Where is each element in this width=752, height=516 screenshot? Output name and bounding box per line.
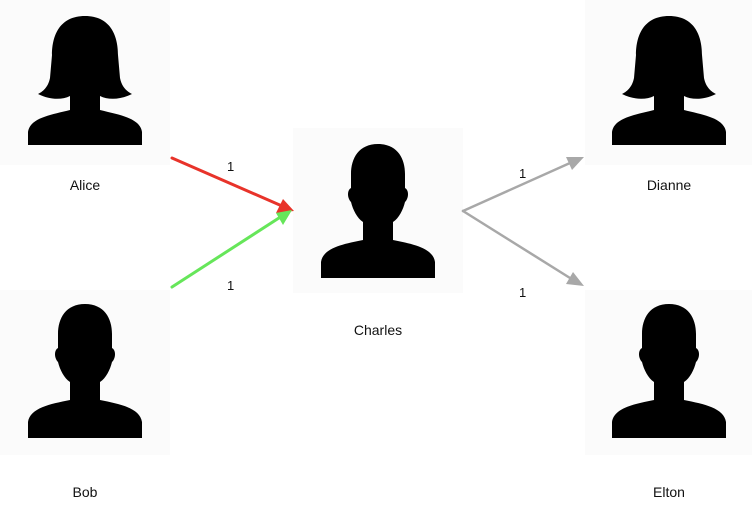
node-label-elton: Elton: [653, 484, 685, 500]
female-person-icon: [612, 16, 726, 145]
node-bob[interactable]: [0, 290, 170, 455]
edge-charles-dianne[interactable]: [461, 157, 584, 213]
edge-alice-charles[interactable]: [170, 156, 294, 213]
edge-label-charles-elton: 1: [519, 285, 527, 300]
edge-label-bob-charles: 1: [227, 278, 235, 293]
node-charles[interactable]: [293, 128, 463, 293]
node-dianne[interactable]: [585, 0, 752, 165]
node-alice[interactable]: [0, 0, 170, 165]
female-person-icon: [28, 16, 142, 145]
male-person-icon: [28, 304, 142, 438]
edge-label-alice-charles: 1: [227, 159, 235, 174]
node-label-bob: Bob: [72, 484, 98, 500]
male-person-icon: [321, 144, 435, 278]
edge-bob-charles[interactable]: [170, 210, 292, 289]
node-elton[interactable]: [585, 290, 752, 455]
node-label-alice: Alice: [69, 177, 101, 193]
edge-label-charles-dianne: 1: [519, 166, 527, 181]
edge-charles-elton[interactable]: [461, 209, 584, 286]
male-person-icon: [612, 304, 726, 438]
node-label-dianne: Dianne: [646, 177, 692, 193]
node-label-charles: Charles: [353, 322, 403, 338]
